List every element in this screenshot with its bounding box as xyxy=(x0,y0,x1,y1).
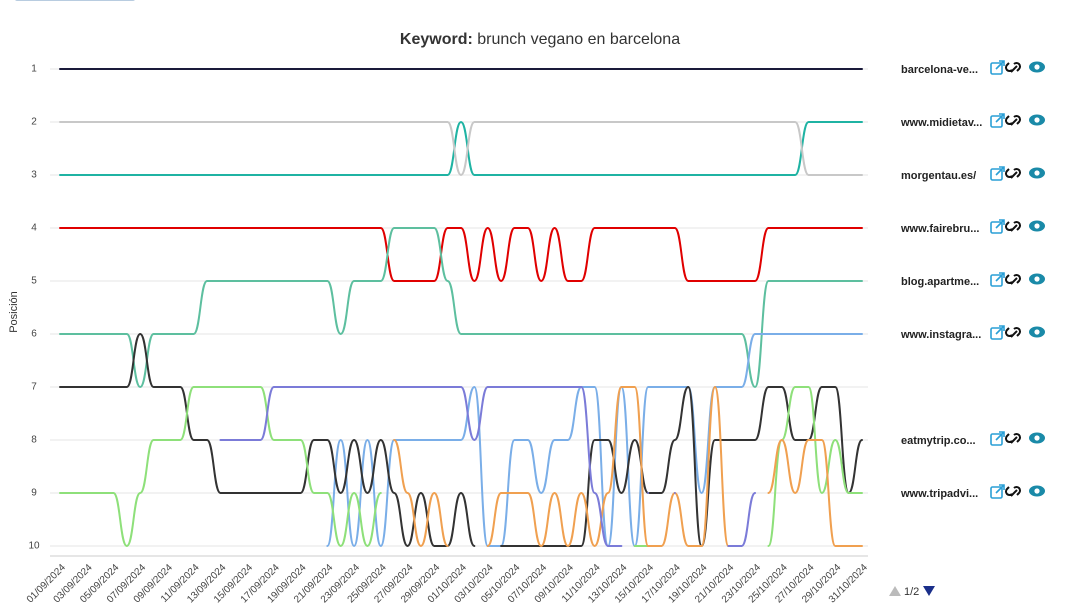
y-axis-label: Posición xyxy=(8,291,20,333)
legend-label: www.fairebru... xyxy=(900,223,979,235)
series-line xyxy=(219,386,623,547)
series-line xyxy=(727,492,757,547)
legend-label: www.instagra... xyxy=(900,329,981,341)
link-icon[interactable] xyxy=(1004,326,1022,338)
series-line xyxy=(326,333,863,548)
legend-label: barcelona-ve... xyxy=(901,64,978,76)
link-icon[interactable] xyxy=(1004,114,1022,126)
legend-label: blog.apartme... xyxy=(901,276,979,288)
link-icon[interactable] xyxy=(1004,485,1022,497)
link-icon[interactable] xyxy=(1004,167,1022,179)
y-tick-label: 7 xyxy=(31,382,37,393)
external-link-icon[interactable] xyxy=(990,168,1003,181)
link-icon[interactable] xyxy=(1004,273,1022,285)
external-link-arrow[interactable] xyxy=(995,484,1005,494)
external-link-arrow[interactable] xyxy=(995,272,1005,282)
eye-pupil[interactable] xyxy=(1034,329,1040,335)
external-link-icon[interactable] xyxy=(990,221,1003,234)
y-tick-label: 1 xyxy=(31,64,37,75)
link-icon[interactable] xyxy=(1004,432,1022,444)
y-tick-label: 5 xyxy=(31,276,37,287)
series-line xyxy=(59,227,863,389)
external-link-arrow[interactable] xyxy=(995,60,1005,70)
y-tick-label: 4 xyxy=(31,223,37,234)
legend-icons[interactable] xyxy=(990,113,1045,128)
eye-pupil[interactable] xyxy=(1034,117,1040,123)
y-tick-label: 10 xyxy=(28,541,40,552)
series-line xyxy=(59,120,863,176)
series-line xyxy=(59,386,382,548)
link-icon[interactable] xyxy=(1004,61,1022,73)
y-tick-label: 6 xyxy=(31,329,37,340)
legend-label: eatmytrip.co... xyxy=(901,435,976,447)
chart-title: Keyword: brunch vegano en barcelona xyxy=(400,31,680,48)
eye-pupil[interactable] xyxy=(1034,488,1040,494)
series-line xyxy=(59,332,476,548)
title-text: brunch vegano en barcelona xyxy=(477,31,680,48)
external-link-icon[interactable] xyxy=(990,115,1003,128)
eye-pupil[interactable] xyxy=(1034,64,1040,70)
legend-icons[interactable] xyxy=(990,325,1045,340)
pager-up[interactable] xyxy=(889,586,901,596)
external-link-icon[interactable] xyxy=(990,486,1003,499)
legend-label: www.tripadvi... xyxy=(900,488,978,500)
external-link-arrow[interactable] xyxy=(995,219,1005,229)
link-icon[interactable] xyxy=(1004,220,1022,232)
legend-icons[interactable] xyxy=(990,166,1045,181)
external-link-arrow[interactable] xyxy=(995,166,1005,176)
legend-label: www.midietav... xyxy=(900,117,982,129)
legend-icons[interactable] xyxy=(990,484,1045,499)
series-line xyxy=(767,438,863,547)
legend-label: morgentau.es/ xyxy=(901,170,976,182)
external-link-icon[interactable] xyxy=(990,62,1003,75)
external-link-icon[interactable] xyxy=(990,327,1003,340)
eye-pupil[interactable] xyxy=(1034,170,1040,176)
y-tick-label: 3 xyxy=(31,170,37,181)
external-link-icon[interactable] xyxy=(990,433,1003,446)
external-link-arrow[interactable] xyxy=(995,325,1005,335)
pager-down[interactable] xyxy=(923,586,935,596)
series-line xyxy=(59,226,863,283)
series-line xyxy=(59,121,863,177)
series-line xyxy=(486,385,730,548)
external-link-icon[interactable] xyxy=(990,274,1003,287)
legend-icons[interactable] xyxy=(990,431,1045,446)
eye-pupil[interactable] xyxy=(1034,276,1040,282)
title-label: Keyword: xyxy=(400,31,473,48)
y-tick-label: 2 xyxy=(31,117,37,128)
external-link-arrow[interactable] xyxy=(995,431,1005,441)
eye-pupil[interactable] xyxy=(1034,223,1040,229)
external-link-arrow[interactable] xyxy=(995,113,1005,123)
series-line xyxy=(393,439,449,548)
eye-pupil[interactable] xyxy=(1034,435,1040,441)
pager-text: 1/2 xyxy=(904,586,919,598)
legend-icons[interactable] xyxy=(990,272,1045,287)
legend-icons[interactable] xyxy=(990,60,1045,75)
legend-icons[interactable] xyxy=(990,219,1045,234)
y-tick-label: 9 xyxy=(31,488,37,499)
button-fragment[interactable] xyxy=(15,0,135,1)
y-tick-label: 8 xyxy=(31,435,37,446)
